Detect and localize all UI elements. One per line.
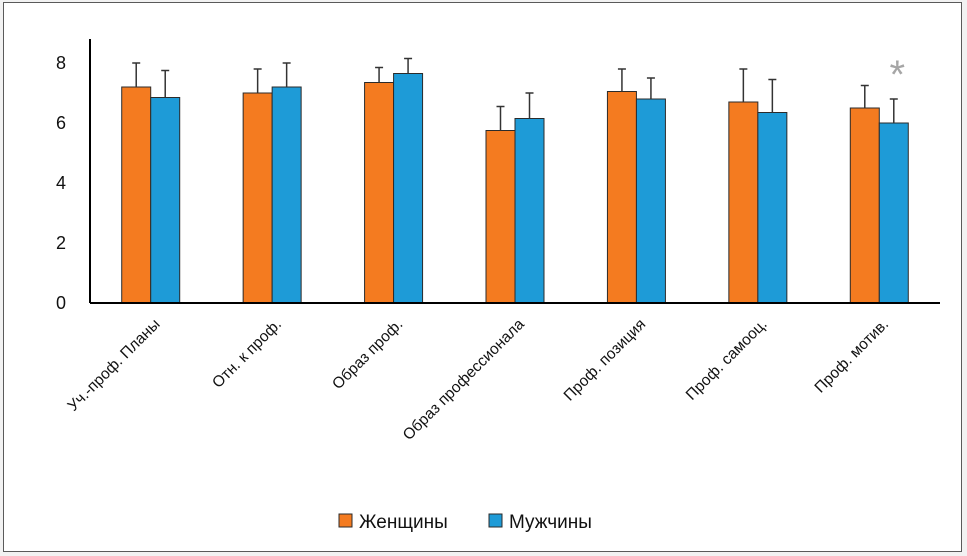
annotations-layer: * xyxy=(889,53,905,97)
x-category-label: Проф. мотив. xyxy=(812,316,893,397)
bar-women xyxy=(849,107,880,304)
significance-asterisk: * xyxy=(889,53,905,97)
x-category-label: Проф. позиция xyxy=(561,316,650,405)
bar-women xyxy=(242,92,273,304)
x-category-label: Отн. к проф. xyxy=(209,316,285,392)
y-tick-label: 6 xyxy=(56,113,66,133)
x-category-label: Проф. самооц. xyxy=(683,316,771,404)
bar-men xyxy=(393,73,424,304)
x-category-label: Образ проф. xyxy=(329,316,406,393)
legend-swatch xyxy=(338,513,353,528)
bar-men xyxy=(635,98,666,304)
legend: Женщины Мужчины xyxy=(338,512,592,533)
x-category-label: Уч.-проф. Планы xyxy=(65,316,164,415)
bar-men xyxy=(271,86,302,304)
legend-swatch xyxy=(488,513,503,528)
bar-women xyxy=(728,101,759,304)
y-tick-label: 4 xyxy=(56,173,66,193)
x-category-labels: Уч.-проф. Планы Отн. к проф. Образ проф.Об… xyxy=(65,316,893,444)
bar-women xyxy=(364,82,395,304)
y-tick-label: 8 xyxy=(56,53,66,73)
bar-women xyxy=(606,91,637,304)
bar-women xyxy=(485,130,516,304)
bar-men xyxy=(150,97,181,304)
legend-label: Мужчины xyxy=(509,512,592,533)
y-tick-labels: 0 2 4 6 8 xyxy=(56,53,66,313)
y-tick-label: 0 xyxy=(56,293,66,313)
bar-men xyxy=(878,122,909,304)
x-category-label: Образ профессионала xyxy=(400,316,528,444)
y-tick-label: 2 xyxy=(56,233,66,253)
error-bars-layer xyxy=(132,57,898,131)
bar-women xyxy=(121,86,152,304)
bars-layer xyxy=(121,73,909,304)
legend-label: Женщины xyxy=(359,512,448,533)
bar-men xyxy=(757,112,788,304)
bar-men xyxy=(514,118,545,304)
